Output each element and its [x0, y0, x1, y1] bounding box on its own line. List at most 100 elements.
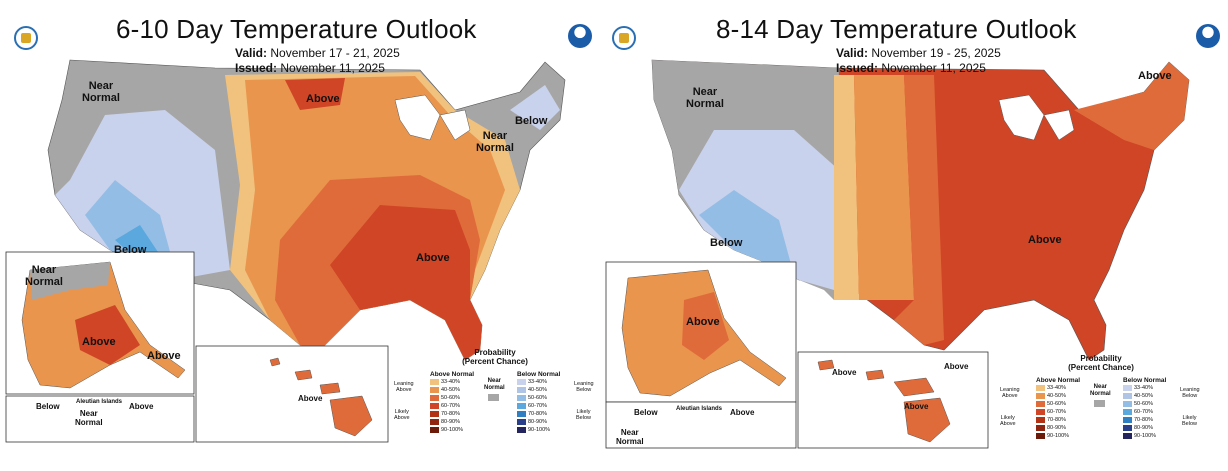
legend-above-swatch — [430, 395, 439, 401]
hawaii-islands — [269, 357, 373, 437]
legend-above-swatch — [1036, 393, 1045, 399]
legend-above-range: 80-90% — [1047, 425, 1066, 431]
alaska-above-core — [682, 292, 729, 360]
legend-near-normal: Near Normal — [484, 378, 505, 391]
above-normal-lean-strip — [834, 75, 859, 300]
legend-below-row: 80-90% — [517, 419, 547, 426]
legend-below-row: 90-100% — [1123, 433, 1156, 440]
legend-above-row: 90-100% — [430, 427, 463, 434]
legend-below-row: 40-50% — [517, 387, 547, 394]
page-title: 8-14 Day Temperature Outlook — [716, 14, 1077, 44]
legend-title: Probability (Percent Chance) — [462, 348, 528, 366]
legend-below-swatch — [1123, 417, 1132, 423]
legend-above-swatch — [430, 387, 439, 393]
legend-above-row: 90-100% — [1036, 433, 1069, 440]
legend-near-normal-swatch — [1094, 400, 1105, 407]
legend-above-row: 60-70% — [1036, 409, 1066, 416]
label-ak-above: Above — [82, 336, 116, 348]
legend-above-swatch — [1036, 417, 1045, 423]
legend-above-swatch — [430, 403, 439, 409]
legend-below-row: 70-80% — [517, 411, 547, 418]
legend-likely-above: Likely Above — [1000, 415, 1016, 427]
legend-above-swatch — [430, 411, 439, 417]
label-ak-above: Above — [686, 316, 720, 328]
legend-below-range: 33-40% — [1134, 385, 1153, 391]
label-below-sw: Below — [710, 237, 743, 249]
noaa-logo — [1196, 24, 1220, 48]
label-aleutian-near-normal: Near Normal — [616, 428, 644, 446]
legend-above-range: 33-40% — [441, 379, 460, 385]
above-normal-region-40 — [854, 75, 914, 300]
legend-leaning-below: Leaning Below — [574, 381, 594, 393]
label-aleutian-title: Aleutian Islands — [676, 406, 723, 412]
label-above-ne: Above — [1138, 70, 1172, 82]
legend-below-swatch — [517, 379, 526, 385]
alaska-above-core — [75, 305, 140, 365]
us-temperature-map-8-14 — [605, 59, 1190, 449]
aleutian-inset-frame — [605, 401, 797, 449]
legend-below-row: 33-40% — [1123, 385, 1153, 392]
legend-below-swatch — [1123, 409, 1132, 415]
below-normal-region-sw — [55, 110, 230, 280]
issued-date: Issued: November 11, 2025 — [235, 61, 385, 75]
label-near-normal-nw: Near Normal — [82, 80, 120, 104]
label-below-ne: Below — [515, 115, 548, 127]
label-above-north: Above — [306, 93, 340, 105]
legend-above-swatch — [1036, 401, 1045, 407]
legend-below-swatch — [517, 387, 526, 393]
label-aleutian-below: Below — [36, 402, 60, 411]
legend-above-header: Above Normal — [1036, 377, 1081, 384]
legend-below-swatch — [517, 403, 526, 409]
legend-below-range: 80-90% — [528, 419, 547, 425]
legend-below-range: 70-80% — [528, 411, 547, 417]
above-normal-region-60-ne — [1074, 62, 1189, 150]
legend-likely-above: Likely Above — [394, 409, 410, 421]
legend-below-row: 50-60% — [1123, 401, 1153, 408]
outlook-8-14-panel: 8-14 Day Temperature Outlook Valid: Nove… — [604, 0, 1228, 471]
legend-below-swatch — [517, 395, 526, 401]
legend-below-swatch — [1123, 425, 1132, 431]
label-aleutian-above: Above — [129, 402, 154, 411]
legend-likely-below: Likely Below — [1182, 415, 1197, 427]
label-aleutian-near-normal: Near Normal — [75, 409, 103, 427]
legend-below-header: Below Normal — [1123, 377, 1167, 384]
legend-below-header: Below Normal — [517, 371, 561, 378]
outlook-6-10-panel: 6-10 Day Temperature Outlook Valid: Nove… — [0, 0, 600, 471]
legend-above-row: 80-90% — [430, 419, 460, 426]
legend-below-range: 50-60% — [1134, 401, 1153, 407]
legend-above-row: 33-40% — [430, 379, 460, 386]
page-title: 6-10 Day Temperature Outlook — [116, 14, 477, 44]
legend-below-range: 70-80% — [1134, 417, 1153, 423]
label-above-se: Above — [1028, 234, 1062, 246]
legend-above-range: 60-70% — [1047, 409, 1066, 415]
label-near-normal-nw: Near Normal — [686, 86, 724, 110]
legend-below-swatch — [1123, 385, 1132, 391]
legend-leaning-above: Leaning Above — [394, 381, 414, 393]
legend-below-range: 40-50% — [1134, 393, 1153, 399]
legend-below-swatch — [1123, 393, 1132, 399]
legend-near-normal: Near Normal — [1090, 384, 1111, 397]
legend-below-range: 80-90% — [1134, 425, 1153, 431]
legend-title: Probability (Percent Chance) — [1068, 354, 1134, 372]
legend-below-range: 90-100% — [1134, 433, 1157, 439]
legend-below-swatch — [1123, 433, 1132, 439]
legend-leaning-above: Leaning Above — [1000, 387, 1020, 399]
us-temperature-map-6-10 — [5, 59, 566, 443]
label-near-normal-ne: Near Normal — [476, 130, 514, 154]
label-aleutian-title: Aleutian Islands — [76, 399, 123, 405]
legend-above-range: 70-80% — [441, 411, 460, 417]
legend-above-row: 40-50% — [430, 387, 460, 394]
legend-below-swatch — [517, 427, 526, 433]
legend-above-range: 90-100% — [441, 427, 464, 433]
legend-above-range: 60-70% — [441, 403, 460, 409]
above-normal-region-60 — [330, 205, 482, 360]
legend-above-row: 70-80% — [430, 411, 460, 418]
valid-dates: Valid: November 19 - 25, 2025 — [836, 46, 1001, 60]
label-hi-above-n: Above — [944, 362, 969, 371]
label-ak-above-se: Above — [147, 350, 181, 362]
aleutian-inset-frame — [5, 395, 195, 443]
legend-above-range: 90-100% — [1047, 433, 1070, 439]
legend-below-range: 40-50% — [528, 387, 547, 393]
legend-above-swatch — [430, 379, 439, 385]
legend-above-row: 50-60% — [1036, 401, 1066, 408]
